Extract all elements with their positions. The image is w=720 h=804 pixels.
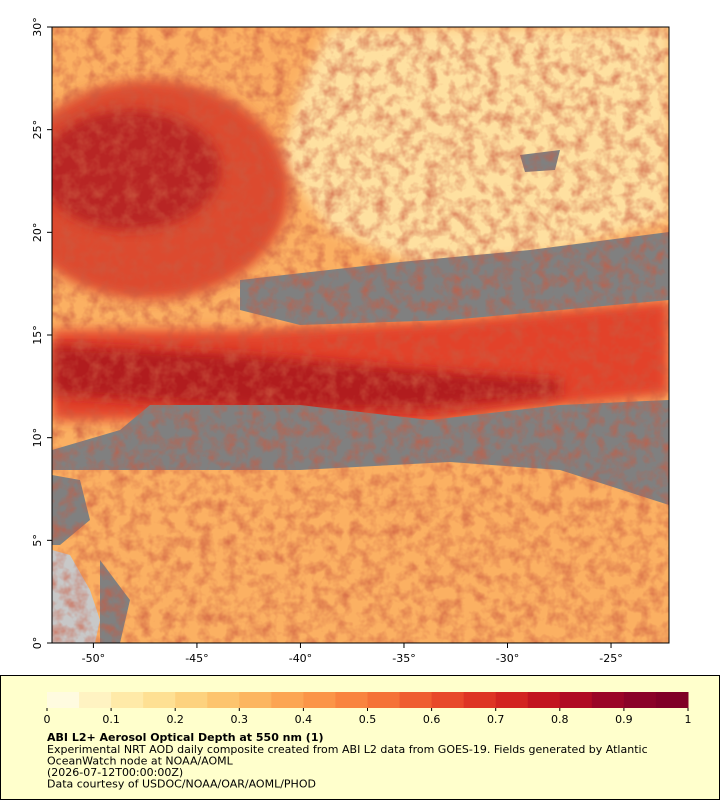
colorbar-tick-label: 0 <box>44 713 51 726</box>
colorbar-step <box>367 692 401 708</box>
y-tick-label: 15° <box>31 325 44 345</box>
colorbar-step <box>143 692 176 708</box>
colorbar-tick-label: 0.6 <box>423 713 441 726</box>
colorbar-step <box>111 692 144 708</box>
colorbar-step <box>463 692 497 708</box>
colorbar-step <box>495 692 529 708</box>
colorbar-step <box>559 692 593 708</box>
legend-title: ABI L2+ Aerosol Optical Depth at 550 nm … <box>47 731 324 744</box>
colorbar-step <box>79 692 112 708</box>
colorbar-step <box>527 692 561 708</box>
y-tick-label: 10° <box>31 428 44 448</box>
colorbar-step <box>399 692 433 708</box>
colorbar-step <box>175 692 208 708</box>
colorbar-tick-label: 0.2 <box>166 713 184 726</box>
legend-line: (2026-07-12T00:00:00Z) <box>47 766 183 779</box>
map-image <box>52 27 669 643</box>
legend-line: OceanWatch node at NOAA/AOML <box>47 755 234 768</box>
colorbar-tick-label: 0.7 <box>487 713 505 726</box>
y-tick-label: 5° <box>31 534 44 547</box>
texture <box>52 27 669 643</box>
colorbar-tick-label: 0.3 <box>231 713 249 726</box>
colorbar-step <box>207 692 240 708</box>
colorbar-step <box>431 692 465 708</box>
legend-line: Data courtesy of USDOC/NOAA/OAR/AOML/PHO… <box>47 778 316 791</box>
colorbar-tick-label: 0.9 <box>615 713 633 726</box>
x-tick-label: -30° <box>496 652 519 665</box>
colorbar-tick-label: 0.1 <box>102 713 120 726</box>
y-tick-label: 25° <box>31 120 44 140</box>
colorbar-step <box>623 692 657 708</box>
colorbar: 0 0.1 0.2 0.3 0.4 0.5 0.6 0.7 0.8 0.9 1 <box>44 692 692 726</box>
legend-lines: Experimental NRT AOD daily composite cre… <box>47 743 648 791</box>
colorbar-step <box>591 692 625 708</box>
colorbar-step <box>655 692 689 708</box>
x-tick-label: -45° <box>185 652 208 665</box>
y-tick-label: 30° <box>31 17 44 37</box>
axes: -50° -45° -40° -35° -30° -25° 0° 5° 10° 15° 20° 25°… <box>31 17 623 665</box>
colorbar-tick-label: 0.4 <box>295 713 313 726</box>
x-tick-label: -25° <box>599 652 622 665</box>
colorbar-step <box>271 692 304 708</box>
colorbar-step <box>239 692 272 708</box>
x-tick-label: -50° <box>82 652 105 665</box>
colorbar-tick-label: 1 <box>685 713 692 726</box>
colorbar-step <box>47 692 80 708</box>
colorbar-step <box>335 692 368 708</box>
legend-line: Experimental NRT AOD daily composite cre… <box>47 743 648 756</box>
colorbar-tick-label: 0.5 <box>359 713 377 726</box>
y-tick-label: 20° <box>31 223 44 243</box>
x-tick-label: -40° <box>289 652 312 665</box>
colorbar-step <box>303 692 336 708</box>
colorbar-tick-label: 0.8 <box>551 713 569 726</box>
y-tick-label: 0° <box>31 637 44 650</box>
x-tick-label: -35° <box>392 652 415 665</box>
